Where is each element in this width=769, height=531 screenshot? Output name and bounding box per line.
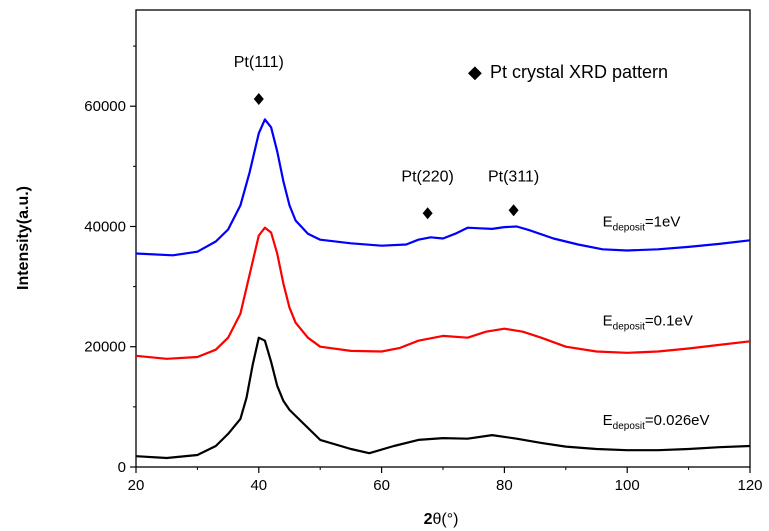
peak-marker (254, 93, 264, 105)
x-axis-title-bold: 2 (424, 511, 433, 528)
x-tick-label: 40 (250, 477, 267, 494)
y-tick-label: 40000 (84, 218, 126, 235)
series-line-2 (136, 338, 750, 458)
peak-marker (509, 204, 519, 216)
x-tick-label: 100 (615, 477, 640, 494)
peak-label: Pt(111) (234, 54, 284, 71)
y-axis-ticks: 0 20000 40000 60000 (84, 46, 136, 476)
y-axis-title: Intensity(a.u.) (15, 186, 32, 290)
x-tick-label: 80 (496, 477, 513, 494)
series-line-0 (136, 119, 750, 255)
x-tick-label: 60 (373, 477, 390, 494)
series-label: Edeposit=0.1eV (603, 313, 693, 333)
peak-marker (423, 207, 433, 219)
x-tick-label: 20 (128, 477, 145, 494)
x-axis-ticks: 20 40 60 80 100 120 (128, 467, 763, 494)
legend-marker: ◆ (468, 62, 482, 82)
legend: ◆ Pt crystal XRD pattern (468, 62, 668, 82)
y-tick-label: 20000 (84, 339, 126, 356)
series-label: Edeposit=0.026eV (603, 412, 710, 432)
y-tick-label: 60000 (84, 98, 126, 115)
legend-label: Pt crystal XRD pattern (490, 62, 668, 82)
x-axis-title: 2θ(°) (424, 511, 459, 528)
peak-label: Pt(220) (401, 168, 453, 185)
x-tick-label: 120 (737, 477, 762, 494)
y-tick-label: 0 (118, 459, 126, 476)
x-axis-title-rest: θ(°) (432, 511, 458, 528)
series-line-1 (136, 228, 750, 359)
peak-label: Pt(311) (488, 168, 539, 185)
series-label: Edeposit=1eV (603, 213, 681, 233)
